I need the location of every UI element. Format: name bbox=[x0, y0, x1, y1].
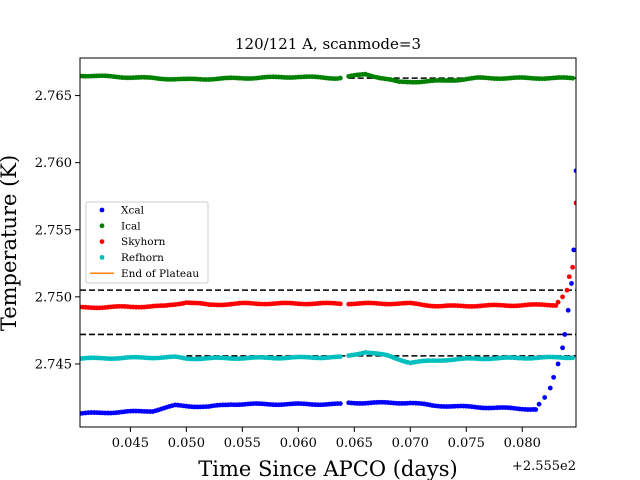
x-tick-label: 0.075 bbox=[448, 436, 485, 451]
data-point bbox=[560, 294, 565, 300]
legend-label: Skyhorn bbox=[121, 236, 166, 248]
data-point bbox=[573, 168, 576, 174]
y-axis: 2.745 2.750 2.755 2.760 2.765 bbox=[35, 89, 80, 372]
data-points bbox=[80, 71, 576, 416]
x-axis: 0.045 0.050 0.055 0.060 0.065 0.070 0.075 0.080 bbox=[112, 427, 541, 451]
data-point bbox=[569, 281, 574, 286]
data-point bbox=[564, 287, 570, 293]
series-ical bbox=[80, 71, 576, 85]
data-point bbox=[565, 307, 571, 313]
legend-label: Refhorn bbox=[121, 252, 164, 264]
y-tick-label: 2.750 bbox=[35, 290, 72, 305]
data-point bbox=[566, 274, 572, 280]
legend-label: Xcal bbox=[121, 205, 145, 217]
y-tick-label: 2.745 bbox=[35, 357, 72, 372]
x-axis-label: Time Since APCO (days) bbox=[198, 457, 457, 480]
data-point bbox=[547, 385, 553, 391]
x-tick-label: 0.055 bbox=[224, 436, 261, 451]
data-point bbox=[337, 301, 343, 307]
data-point bbox=[562, 332, 568, 337]
legend-dot-marker bbox=[99, 223, 105, 229]
data-point bbox=[570, 75, 576, 81]
legend-dot-marker bbox=[99, 207, 105, 213]
data-point bbox=[573, 200, 576, 206]
legend-label: End of Plateau bbox=[121, 268, 199, 280]
data-point bbox=[337, 75, 343, 81]
data-point bbox=[570, 355, 576, 361]
y-tick-label: 2.765 bbox=[35, 89, 72, 104]
plot-frame bbox=[79, 57, 577, 428]
data-point bbox=[337, 401, 343, 406]
data-point bbox=[536, 401, 542, 407]
x-tick-label: 0.060 bbox=[280, 436, 317, 451]
y-tick-label: 2.760 bbox=[35, 156, 72, 171]
data-point bbox=[570, 264, 576, 270]
x-tick-label: 0.065 bbox=[336, 436, 373, 451]
data-point bbox=[560, 345, 565, 351]
data-point bbox=[337, 354, 343, 360]
data-point bbox=[555, 299, 561, 305]
series-skyhorn bbox=[80, 200, 576, 311]
data-point bbox=[551, 374, 557, 380]
chart-title: 120/121 A, scanmode=3 bbox=[235, 35, 421, 53]
y-axis-label: Temperature (K) bbox=[0, 155, 21, 331]
plot-area bbox=[79, 57, 577, 428]
x-tick-label: 0.070 bbox=[392, 436, 429, 451]
y-tick-label: 2.755 bbox=[35, 223, 72, 238]
data-point bbox=[533, 407, 539, 412]
data-point bbox=[571, 247, 576, 253]
legend-dot-marker bbox=[99, 255, 105, 260]
x-tick-label: 0.045 bbox=[112, 436, 149, 451]
series-refhorn bbox=[80, 349, 576, 366]
x-axis-offset-label: +2.555e2 bbox=[512, 459, 576, 474]
x-tick-label: 0.080 bbox=[504, 436, 541, 451]
data-point bbox=[555, 361, 561, 367]
legend-label: Ical bbox=[121, 220, 141, 232]
x-tick-label: 0.050 bbox=[168, 436, 205, 451]
legend-box bbox=[85, 201, 209, 284]
series-xcal bbox=[80, 168, 576, 416]
legend: Xcal Ical Skyhorn Refhorn End of Plateau bbox=[85, 201, 209, 284]
data-point bbox=[542, 395, 548, 400]
legend-dot-marker bbox=[99, 239, 105, 245]
